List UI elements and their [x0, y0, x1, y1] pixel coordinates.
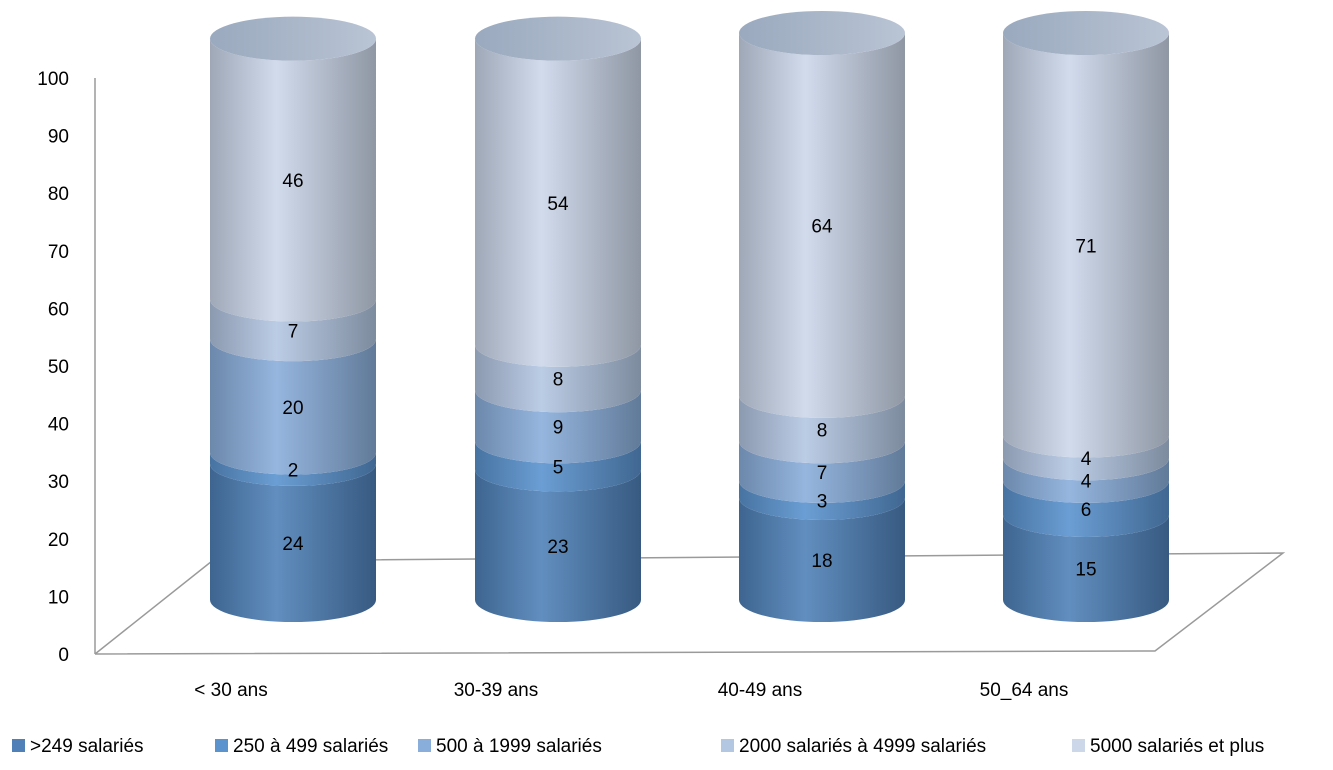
- bar-stack-30-ans: 24 2 20 7 46: [209, 16, 376, 622]
- bar-segment-249-salari-s: [739, 497, 905, 622]
- bar-segment-500-1999-salari-s: [475, 390, 641, 464]
- x-axis-labels: < 30 ans 30-39 ans 40-49 ans 50_64 ans: [194, 680, 1068, 701]
- axes: 0 10 20 30 40 50 60 70 80 90 100: [37, 69, 1286, 666]
- bar-top-cap: [475, 16, 641, 61]
- y-tick-label: 20: [48, 530, 69, 551]
- y-tick-label: 60: [48, 299, 69, 320]
- bar-stack-30-39-ans: 23 5 9 8 54: [475, 16, 641, 622]
- data-label: 46: [282, 171, 303, 192]
- bar-segment-2000-salari-s-4999-salari-s: [739, 395, 905, 464]
- legend: >249 salariés 250 à 499 salariés 500 à 199…: [12, 736, 1264, 757]
- bar-top-cap: [210, 16, 376, 61]
- data-label: 64: [811, 216, 833, 237]
- legend-swatch: [418, 739, 431, 752]
- data-label: 4: [1081, 472, 1092, 493]
- y-tick-label: 70: [48, 242, 69, 263]
- legend-label: 2000 salariés à 4999 salariés: [739, 736, 986, 757]
- data-label: 20: [282, 398, 303, 419]
- bar-top-cap: [739, 11, 905, 55]
- legend-item-2000-salari-s-4999-salari-s: 2000 salariés à 4999 salariés: [721, 736, 986, 757]
- bar-segment-5000-salari-s-et-plus: [739, 33, 905, 418]
- bar-segment-2000-salari-s-4999-salari-s: [475, 344, 641, 413]
- data-label: 24: [282, 534, 304, 555]
- data-label: 15: [1075, 559, 1096, 580]
- legend-item-500-1999-salari-s: 500 à 1999 salariés: [418, 736, 602, 757]
- y-tick-label: 30: [48, 472, 69, 493]
- bar-segment-500-1999-salari-s: [209, 339, 376, 475]
- legend-swatch: [215, 739, 228, 752]
- bar-segment-500-1999-salari-s: [739, 441, 905, 503]
- bar-segment-500-1999-salari-s: [1003, 458, 1169, 503]
- data-label: 7: [817, 463, 828, 484]
- x-tick-label: 40-49 ans: [718, 680, 803, 701]
- legend-label: 250 à 499 salariés: [233, 736, 388, 757]
- x-tick-label: < 30 ans: [194, 680, 267, 701]
- y-tick-label: 50: [48, 357, 69, 378]
- legend-label: 5000 salariés et plus: [1090, 736, 1264, 757]
- data-label: 8: [817, 421, 828, 442]
- bar-segment-249-salari-s: [209, 463, 376, 622]
- bar-segment-5000-salari-s-et-plus: [475, 38, 641, 367]
- data-label: 54: [547, 194, 569, 215]
- data-label: 18: [811, 551, 832, 572]
- bar-segment-249-salari-s: [1003, 514, 1169, 622]
- legend-label: 500 à 1999 salariés: [436, 736, 602, 757]
- bar-stack-40-49-ans: 18 3 7 8 64: [739, 11, 905, 622]
- legend-item-249-salari-s: >249 salariés: [12, 736, 144, 757]
- legend-swatch: [721, 739, 734, 752]
- data-label: 23: [547, 537, 568, 558]
- bar-segment-250-499-salari-s: [475, 441, 641, 492]
- y-tick-label: 0: [58, 645, 69, 666]
- bar-top-cap: [1003, 11, 1169, 55]
- data-label: 7: [288, 321, 299, 342]
- legend-swatch: [1072, 739, 1085, 752]
- y-tick-label: 80: [48, 184, 69, 205]
- data-label: 2: [288, 460, 299, 481]
- y-tick-label: 100: [37, 69, 69, 90]
- data-label: 4: [1081, 449, 1092, 470]
- bar-segment-5000-salari-s-et-plus: [1003, 33, 1169, 458]
- legend-item-250-499-salari-s: 250 à 499 salariés: [215, 736, 388, 757]
- legend-swatch: [12, 739, 25, 752]
- data-label: 3: [817, 491, 828, 512]
- bar-segment-250-499-salari-s: [739, 480, 905, 520]
- bar-segment-250-499-salari-s: [209, 452, 376, 486]
- data-label: 6: [1081, 500, 1092, 521]
- legend-item-5000-salari-s-et-plus: 5000 salariés et plus: [1072, 736, 1264, 757]
- bar-segment-249-salari-s: [475, 469, 641, 622]
- data-label: 9: [553, 418, 564, 439]
- y-tick-label: 40: [48, 415, 69, 436]
- bar-segment-250-499-salari-s: [1003, 480, 1169, 537]
- bar-segment-2000-salari-s-4999-salari-s: [1003, 435, 1169, 481]
- x-tick-label: 50_64 ans: [980, 680, 1069, 701]
- y-tick-label: 90: [48, 127, 69, 148]
- x-tick-label: 30-39 ans: [454, 680, 539, 701]
- data-label: 5: [553, 457, 564, 478]
- data-label: 71: [1075, 236, 1096, 257]
- bar-segment-5000-salari-s-et-plus: [209, 38, 376, 322]
- y-tick-label: 10: [48, 587, 69, 608]
- legend-label: >249 salariés: [30, 736, 144, 757]
- data-label: 8: [553, 370, 564, 391]
- floor-plane: [94, 552, 1286, 655]
- bar-stack-50-64-ans: 15 6 44 71: [1003, 11, 1169, 622]
- bar-segment-2000-salari-s-4999-salari-s: [209, 299, 376, 362]
